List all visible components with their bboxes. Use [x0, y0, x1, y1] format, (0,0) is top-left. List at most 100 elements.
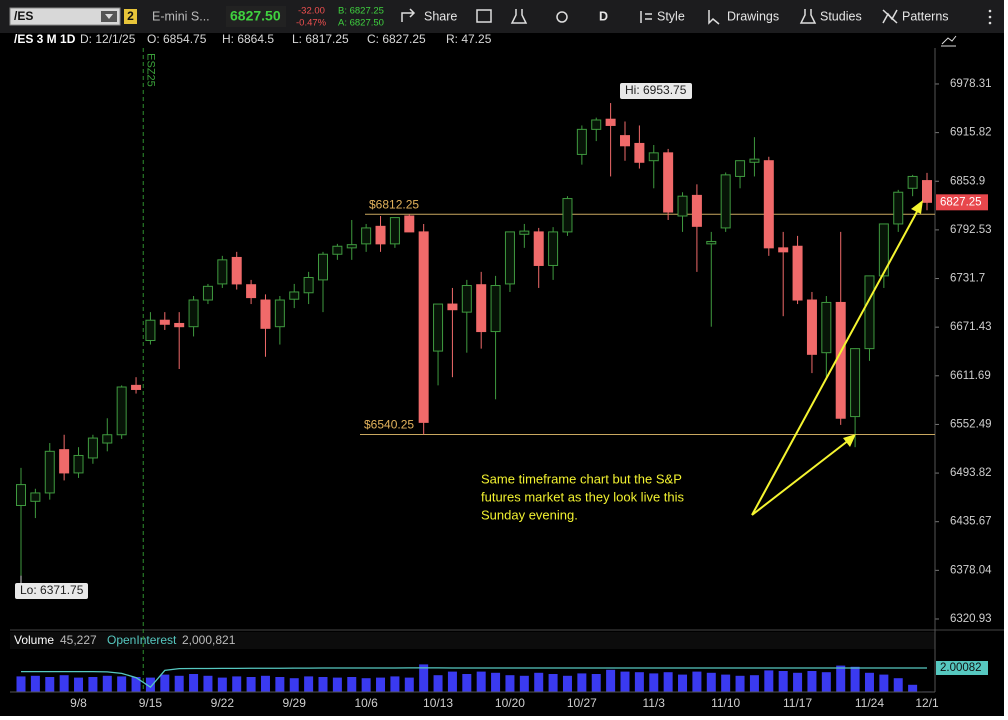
style-icon[interactable]: [640, 11, 652, 23]
menu-dot[interactable]: [988, 21, 992, 25]
volume-header: [10, 632, 935, 649]
candle-body: [217, 259, 228, 285]
volume-bar: [634, 672, 644, 692]
chart-settings-icon[interactable]: [941, 35, 957, 47]
candle-body: [735, 160, 746, 177]
volume-bar: [275, 677, 285, 692]
volume-bar: [59, 675, 69, 692]
last-price: 6827.50: [230, 8, 281, 24]
candle-body: [202, 285, 213, 301]
volume-bar: [491, 672, 501, 692]
volume-bar: [203, 675, 213, 692]
menu-dot[interactable]: [988, 15, 992, 19]
oi-readout: 2,000,821: [182, 633, 236, 647]
candle-body: [806, 299, 817, 355]
toolbar-button[interactable]: D: [599, 9, 608, 23]
volume-bar: [778, 671, 788, 692]
volume-bar: [548, 674, 558, 692]
volume-bar: [45, 677, 55, 692]
volume-bar: [735, 675, 745, 692]
candle-body: [318, 253, 328, 281]
volume-bar: [850, 666, 860, 692]
toolbar-button[interactable]: Style: [657, 9, 685, 23]
drawings-icon[interactable]: [708, 10, 720, 25]
candle-body: [850, 348, 861, 418]
info-range: R: 47.25: [446, 32, 492, 46]
volume-bar: [519, 675, 529, 692]
y-tick-label: 6792.53: [950, 224, 992, 236]
candle-body: [433, 303, 444, 352]
description: E-mini S...: [152, 9, 210, 23]
volume-bar: [706, 672, 716, 692]
volume-bar: [117, 676, 127, 692]
ask: A: 6827.50: [338, 18, 384, 29]
x-tick-label: 10/13: [423, 696, 453, 710]
candle-body: [648, 152, 659, 162]
x-tick-label: 10/20: [495, 696, 525, 710]
candle-body: [691, 194, 702, 227]
patterns-icon[interactable]: [882, 9, 898, 24]
arrowhead: [911, 200, 923, 214]
candle-body: [864, 275, 875, 350]
candle-body: [303, 276, 314, 294]
candle-body: [16, 484, 26, 506]
volume-bar: [793, 672, 803, 692]
gear-icon[interactable]: [556, 11, 568, 23]
flask-icon[interactable]: [510, 9, 528, 24]
volume-readout: 45,227: [60, 633, 97, 647]
volume-bar: [577, 673, 587, 692]
symbol: /ES: [14, 9, 33, 23]
y-tick-label: 6978.31: [950, 78, 992, 90]
link-badge[interactable]: [124, 9, 137, 24]
volume-bar: [260, 675, 270, 692]
volume-bar: [174, 675, 184, 692]
toolbar-button[interactable]: Drawings: [727, 9, 779, 23]
price-level-label: $6540.25: [364, 418, 414, 432]
symbol-box[interactable]: [9, 7, 121, 26]
candle-body: [605, 118, 616, 126]
candle-body: [792, 245, 803, 301]
candle-body: [519, 230, 530, 235]
share-icon[interactable]: [401, 8, 416, 22]
toolbar-button[interactable]: Studies: [820, 9, 862, 23]
volume-bar: [347, 677, 357, 692]
gadget-icon[interactable]: [476, 9, 492, 23]
volume-bar: [505, 675, 515, 692]
arrow: [751, 207, 920, 516]
y-tick-label: 6320.93: [950, 613, 992, 625]
candle-body: [246, 284, 257, 299]
x-tick-label: 11/17: [783, 696, 812, 710]
pct-change: -0.47%: [296, 18, 327, 29]
toolbar-icons: [401, 8, 898, 25]
toolbar-button[interactable]: Patterns: [902, 9, 949, 23]
y-tick-label: 6915.82: [950, 127, 992, 139]
volume-bar: [289, 678, 299, 692]
low-label: Lo: 6371.75: [20, 583, 84, 597]
candle-body: [231, 256, 242, 285]
candle-body: [922, 180, 932, 203]
menu-dot[interactable]: [988, 9, 992, 13]
y-tick-label: 6493.82: [950, 467, 992, 479]
volume-bar: [376, 677, 386, 692]
volume-bar: [304, 676, 314, 692]
candle-body: [677, 195, 688, 217]
last-box: [226, 6, 286, 27]
x-tick-label: 10/27: [567, 696, 597, 710]
x-tick-label: 9/8: [70, 696, 87, 710]
x-tick-label: 11/10: [711, 696, 740, 710]
annotation-text: Sunday evening.: [481, 507, 578, 522]
volume-title: Volume: [14, 633, 54, 647]
volume-bar: [447, 671, 457, 692]
candle-body: [706, 240, 717, 245]
oi-tag: [936, 660, 988, 675]
x-tick-label: 11/3: [643, 696, 666, 710]
studies-icon[interactable]: [799, 9, 817, 24]
candle-body: [720, 174, 731, 229]
toolbar-button[interactable]: Share: [424, 9, 457, 23]
high-label-box: [620, 83, 692, 100]
open-interest-line: [21, 667, 928, 689]
volume-bar: [836, 665, 846, 692]
dropdown-arrow: [105, 14, 113, 19]
y-tick-label: 6552.49: [950, 418, 992, 430]
